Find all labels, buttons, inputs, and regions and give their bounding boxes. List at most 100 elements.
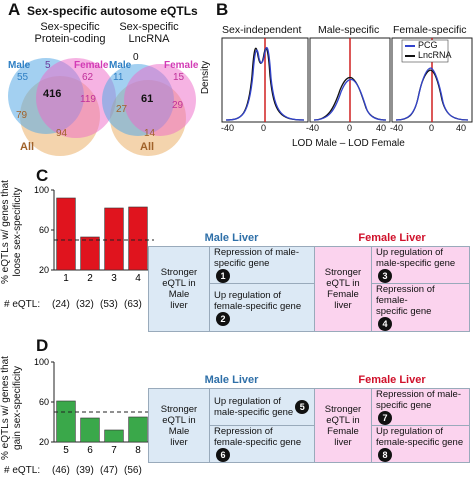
table-d-num-7: 7 (378, 411, 392, 425)
panel-b-letter: B (216, 0, 229, 19)
table-d-male-left: Stronger eQTL in Male liver (148, 388, 210, 463)
panel-a-letter: A (8, 0, 21, 19)
chart-d: 20 60 100 5 6 7 8 (34, 358, 154, 456)
chart-c-bar-3 (104, 207, 124, 271)
table-d-male-row-2: Repression of female-specific gene6 (209, 425, 315, 463)
panel-b-xlabel: LOD Male – LOD Female (292, 138, 405, 149)
table-c-male-left: Stronger eQTL in Male liver (148, 246, 210, 332)
chart-d-ytick-label-2: 100 (34, 358, 49, 367)
venn-left-female-label: Female (74, 60, 109, 71)
venn-right-male-female: 0 (133, 52, 139, 63)
venn-right-title: Sex-specific LncRNA (119, 21, 179, 45)
table-d: Male Liver Female Liver Stronger eQTL in… (148, 372, 470, 463)
panel-b-subtitle-2: Male-specific (318, 24, 380, 36)
venn-diagrams (8, 58, 196, 156)
table-d-male-header: Male Liver (204, 374, 259, 386)
table-d-num-8: 8 (378, 448, 392, 462)
venn-left-center: 416 (43, 88, 62, 100)
density-plots (221, 37, 473, 123)
chart-c-category-2: 2 (87, 273, 93, 284)
chart-c-category-1: 1 (63, 273, 69, 284)
table-c-female-header: Female Liver (358, 232, 426, 244)
chart-c-count-3: (53) (100, 299, 118, 310)
legend-lncrna-label: LncRNA (418, 50, 452, 60)
density-1-pcg (225, 46, 305, 121)
panel-c-letter: C (36, 166, 49, 185)
chart-d-bar-5 (56, 400, 76, 443)
table-c-male-row-1-text: Repression of male- specific gene (214, 247, 300, 269)
panel-d-letter: D (36, 336, 49, 355)
table-c-male-row-2: Up regulation of female-specific gene2 (209, 283, 315, 332)
b-tick-2a: -40 (306, 123, 320, 133)
chart-d-ytick-label-1: 60 (39, 397, 49, 407)
table-d-male-row-1-text: Up regulation of male-specific gene (214, 396, 294, 418)
panel-d-ylabel: % eQTLs w/ genes that gain sex-specifici… (0, 356, 23, 460)
b-tick-2b: 0 (347, 123, 353, 133)
panel-a-title: Sex-specific autosome eQTLs (27, 4, 198, 18)
chart-d-category-5: 5 (63, 445, 69, 456)
table-c: Male Liver Female Liver Stronger eQTL in… (148, 230, 470, 332)
venn-left-male-label: Male (8, 60, 31, 71)
panel-c-eqtl-label: # eQTL: (4, 299, 41, 310)
table-d-male-row-2-text: Repression of female-specific gene (214, 426, 302, 448)
venn-right-all-only: 14 (144, 128, 156, 139)
table-c-num-1: 1 (216, 269, 230, 283)
table-c-male-row-2-text: Up regulation of female-specific gene (214, 289, 302, 312)
panel-b-ylabel: Density (200, 60, 212, 95)
chart-c-category-3: 3 (111, 273, 117, 284)
venn-right-female-label: Female (164, 60, 199, 71)
chart-d-category-8: 8 (135, 445, 141, 456)
chart-d-bar-7 (104, 429, 124, 443)
venn-left-female-circle (36, 58, 116, 138)
venn-left-male-only: 55 (17, 72, 29, 83)
table-c-female-row-2: Repression of female- specific gene4 (371, 283, 470, 332)
table-c-female-row-1-text: Up regulation of male-specific gene (376, 247, 456, 269)
table-d-female-left: Stronger eQTL in Female liver (314, 388, 372, 463)
venn-left-female-only: 62 (82, 72, 94, 83)
chart-c-ytick-label-2: 100 (34, 186, 49, 195)
table-d-num-6: 6 (216, 448, 230, 462)
venn-right-center: 61 (141, 93, 154, 105)
table-d-female-row-2-text: Up regulation of female-specific gene (376, 426, 464, 448)
chart-d-category-7: 7 (111, 445, 117, 456)
table-c-male-header: Male Liver (204, 232, 259, 244)
table-c-male-row-1: Repression of male- specific gene1 (209, 246, 315, 284)
b-tick-3c: 40 (456, 123, 467, 133)
chart-c-ytick-label-1: 60 (39, 225, 49, 235)
venn-right-male-only: 11 (113, 72, 124, 83)
b-tick-3a: -40 (390, 123, 404, 133)
panel-c-ylabel: % eQTLs w/ genes that loose sex-specific… (0, 180, 23, 284)
chart-d-count-3: (47) (100, 465, 118, 476)
table-c-num-2: 2 (216, 311, 230, 326)
table-d-male-row-1: Up regulation of male-specific gene 5 (209, 388, 315, 426)
b-tick-2c: 40 (376, 123, 387, 133)
table-c-num-4: 4 (378, 317, 392, 331)
venn-left-male-female: 5 (45, 60, 51, 71)
venn-right-all-label: All (140, 141, 155, 153)
table-d-female-header: Female Liver (358, 374, 426, 386)
venn-left-all-label: All (20, 141, 35, 153)
chart-c-count-2: (32) (76, 299, 94, 310)
venn-right-female-all: 29 (172, 100, 184, 111)
venn-right-female-circle (124, 64, 196, 136)
venn-left-female-all: 119 (80, 94, 96, 105)
table-d-female-row-1: Repression of male- specific gene7 (371, 388, 470, 426)
chart-c-bar-4 (128, 206, 148, 271)
venn-left-title: Sex-specific Protein-coding (34, 21, 106, 45)
chart-d-bar-8 (128, 416, 148, 443)
b-tick-1a: -40 (221, 123, 235, 133)
b-tick-3b: 0 (429, 123, 435, 133)
table-c-num-3: 3 (378, 269, 392, 283)
table-c-female-row-2-text: Repression of female- specific gene (376, 284, 435, 317)
venn-left-all-only: 94 (56, 128, 68, 139)
table-d-female-row-2: Up regulation of female-specific gene8 (371, 425, 470, 463)
panel-d-eqtl-label: # eQTL: (4, 465, 41, 476)
chart-d-bar-6 (80, 417, 100, 443)
chart-c-bar-2 (80, 236, 100, 271)
chart-c-count-4: (63) (124, 299, 142, 310)
chart-c-count-1: (24) (52, 299, 70, 310)
chart-c-ytick-label-0: 20 (39, 265, 49, 275)
b-tick-1b: 0 (261, 123, 267, 133)
table-d-num-5: 5 (295, 400, 310, 414)
venn-right-female-only: 15 (173, 72, 185, 83)
